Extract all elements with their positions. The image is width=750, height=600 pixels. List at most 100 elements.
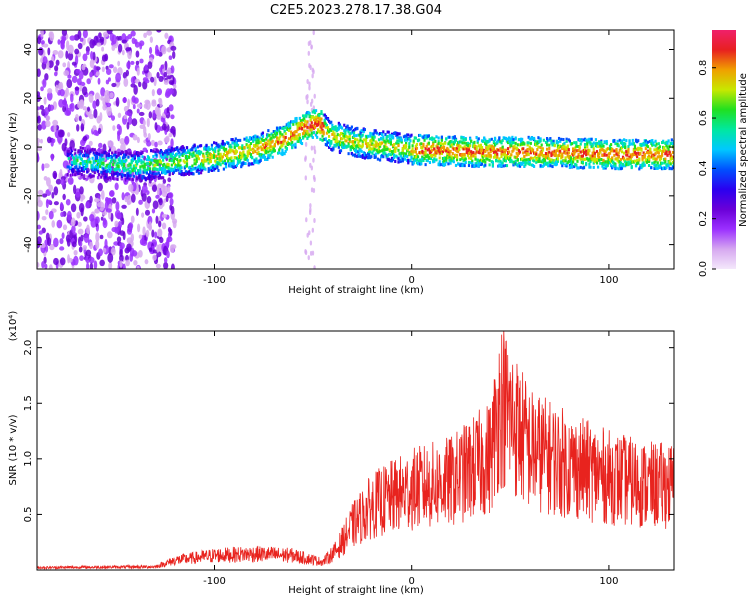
heatmap-cell bbox=[199, 144, 203, 148]
heatmap-cell bbox=[633, 144, 637, 148]
heatmap-cell bbox=[497, 148, 500, 152]
heatmap-cell bbox=[217, 143, 220, 147]
heatmap-cell bbox=[98, 248, 103, 257]
heatmap-cell bbox=[667, 139, 670, 143]
heatmap-cell bbox=[628, 142, 631, 146]
heatmap-cell bbox=[99, 259, 105, 267]
heatmap-cell bbox=[136, 108, 140, 114]
heatmap-cell bbox=[354, 154, 357, 158]
heatmap-cell bbox=[570, 142, 574, 146]
heatmap-cell bbox=[118, 125, 122, 135]
heatmap-cell bbox=[535, 160, 538, 164]
heatmap-cell bbox=[570, 164, 574, 168]
heatmap-cell bbox=[600, 158, 603, 162]
heatmap-cell bbox=[48, 104, 55, 111]
heatmap-cell bbox=[176, 146, 179, 150]
heatmap-cell bbox=[149, 36, 153, 43]
heatmap-cell bbox=[623, 157, 626, 161]
heatmap-cell bbox=[152, 109, 156, 119]
heatmap-cell bbox=[500, 141, 503, 145]
heatmap-cell bbox=[655, 142, 658, 146]
heatmap-cell bbox=[598, 152, 601, 156]
heatmap-cell bbox=[433, 159, 436, 163]
heatmap-cell bbox=[138, 159, 141, 163]
heatmap-cell bbox=[652, 141, 655, 145]
heatmap-cell bbox=[135, 60, 140, 65]
heatmap-cell bbox=[657, 151, 660, 155]
heatmap-cell bbox=[222, 146, 225, 150]
heatmap-cell bbox=[98, 147, 101, 151]
heatmap-cell bbox=[596, 165, 600, 169]
heatmap-cell bbox=[624, 146, 627, 150]
heatmap-cell bbox=[453, 135, 457, 139]
heatmap-cell bbox=[573, 152, 576, 156]
heatmap-cell bbox=[66, 172, 69, 176]
heatmap-cell bbox=[658, 145, 662, 149]
heatmap-cell bbox=[331, 132, 334, 136]
heatmap-cell bbox=[44, 107, 49, 116]
heatmap-cell bbox=[162, 178, 167, 184]
heatmap-cell bbox=[59, 88, 65, 97]
heatmap-cell bbox=[382, 135, 385, 139]
heatmap-cell bbox=[74, 148, 77, 152]
heatmap-cell bbox=[170, 146, 173, 150]
heatmap-cell bbox=[467, 156, 471, 160]
colorbar-tick-label: 0.6 bbox=[698, 110, 709, 126]
heatmap-cell bbox=[306, 125, 309, 129]
heatmap-cell bbox=[40, 30, 44, 38]
heatmap-cell bbox=[152, 149, 155, 153]
heatmap-cell bbox=[37, 106, 41, 111]
heatmap-cell bbox=[291, 145, 294, 149]
heatmap-cell bbox=[89, 160, 92, 164]
heatmap-cell bbox=[434, 139, 437, 143]
heatmap-cell bbox=[130, 215, 135, 224]
heatmap-cell bbox=[630, 155, 633, 159]
heatmap-cell bbox=[548, 150, 551, 154]
heatmap-cell bbox=[309, 65, 312, 71]
heatmap-cell bbox=[446, 152, 449, 156]
heatmap-cell bbox=[505, 153, 509, 157]
heatmap-cell bbox=[143, 155, 147, 161]
heatmap-cell bbox=[75, 165, 78, 169]
heatmap-cell bbox=[83, 146, 87, 150]
heatmap-cell bbox=[307, 255, 310, 261]
heatmap-cell bbox=[205, 159, 208, 163]
heatmap-cell bbox=[271, 155, 274, 159]
heatmap-cell bbox=[526, 150, 529, 154]
heatmap-cell bbox=[125, 259, 130, 267]
heatmap-cell bbox=[79, 99, 85, 108]
heatmap-cell bbox=[67, 44, 74, 54]
heatmap-cell bbox=[115, 166, 118, 170]
heatmap-cell bbox=[218, 148, 221, 152]
heatmap-cell bbox=[442, 158, 446, 162]
heatmap-cell bbox=[80, 196, 84, 202]
heatmap-cell bbox=[183, 148, 186, 152]
heatmap-cell bbox=[287, 137, 291, 141]
heatmap-cell bbox=[474, 155, 477, 159]
heatmap-cell bbox=[310, 121, 313, 125]
heatmap-cell bbox=[101, 54, 107, 62]
heatmap-cell bbox=[627, 163, 630, 167]
heatmap-cell bbox=[364, 153, 368, 157]
heatmap-cell bbox=[368, 148, 371, 152]
heatmap-cell bbox=[466, 143, 470, 147]
heatmap-cell bbox=[177, 148, 180, 152]
heatmap-cell bbox=[408, 137, 411, 141]
heatmap-cell bbox=[290, 142, 293, 146]
heatmap-cell bbox=[37, 124, 43, 131]
heatmap-cell bbox=[640, 166, 643, 170]
heatmap-cell bbox=[121, 217, 125, 226]
heatmap-cell bbox=[323, 119, 326, 123]
heatmap-cell bbox=[88, 140, 93, 147]
heatmap-cell bbox=[116, 177, 119, 181]
heatmap-cell bbox=[80, 166, 83, 170]
heatmap-cell bbox=[136, 103, 143, 108]
heatmap-cell bbox=[411, 152, 414, 156]
heatmap-cell bbox=[201, 166, 204, 170]
heatmap-cell bbox=[128, 222, 134, 230]
heatmap-cell bbox=[546, 147, 549, 151]
heatmap-cell bbox=[559, 149, 562, 153]
heatmap-cell bbox=[374, 129, 377, 133]
heatmap-cell bbox=[671, 142, 674, 146]
